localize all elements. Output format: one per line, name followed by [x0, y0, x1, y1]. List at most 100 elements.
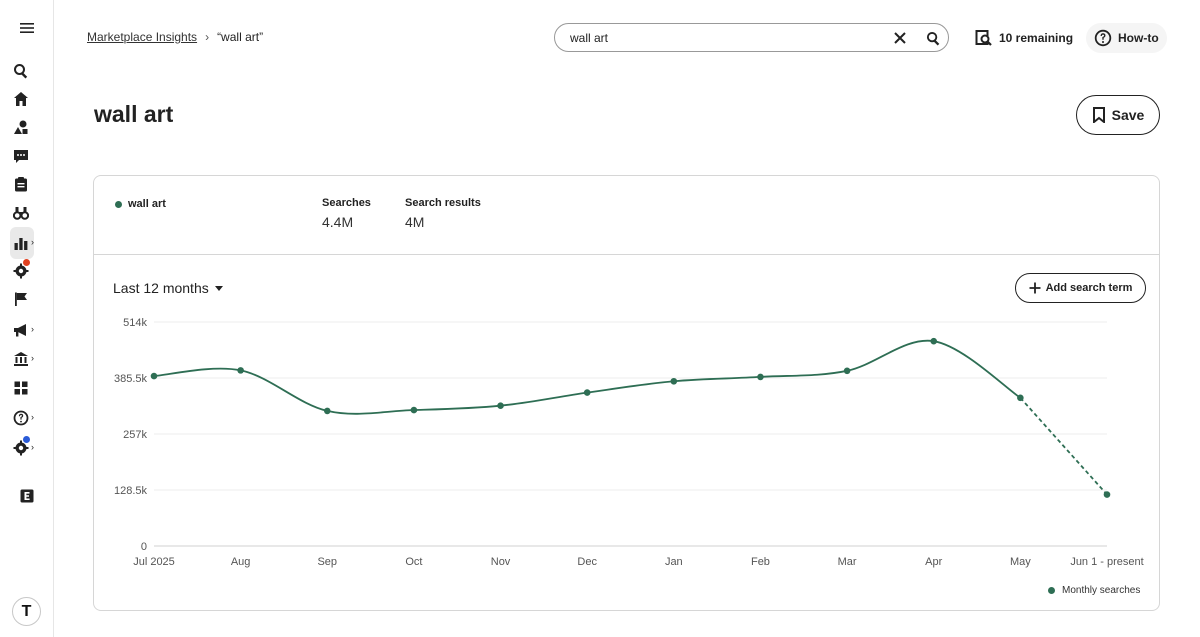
x-tick-label: Aug [231, 556, 251, 568]
save-label: Save [1111, 107, 1145, 123]
x-tick-label: Jan [665, 556, 683, 568]
data-point [237, 367, 244, 374]
data-point [150, 372, 158, 380]
sidebar-item-settings[interactable]: › [0, 435, 54, 461]
data-point [583, 389, 591, 396]
shapes-icon [14, 120, 28, 134]
data-point [410, 406, 418, 414]
searches-label: Searches [322, 197, 371, 209]
sidebar-item-listings[interactable] [0, 114, 54, 140]
chart-legend: Monthly searches [1048, 585, 1140, 596]
summary-row: wall art Searches 4.4M Search results 4M [94, 176, 1159, 255]
sidebar-item-stats[interactable]: › [0, 227, 54, 259]
add-search-term-label: Add search term [1045, 282, 1133, 294]
series-line-projected [1019, 397, 1108, 496]
sidebar-item-search[interactable] [0, 58, 54, 84]
menu-button[interactable] [0, 15, 54, 41]
page-title: wall art [94, 101, 174, 127]
x-tick-label: Feb [751, 556, 770, 568]
searches-stat: Searches 4.4M [322, 197, 371, 230]
sidebar-item-etsy[interactable] [0, 483, 54, 509]
x-tick-label: Jul 2025 [133, 556, 175, 568]
caret-down-icon [214, 285, 223, 291]
sidebar-item-help[interactable]: › [0, 405, 54, 431]
x-tick-label: May [1010, 556, 1031, 568]
data-point [757, 373, 764, 381]
sidebar-item-insights[interactable] [0, 200, 54, 226]
message-icon [14, 150, 28, 163]
menu-icon [20, 23, 34, 33]
remaining-label: 10 remaining [999, 31, 1074, 45]
data-point [1017, 394, 1024, 402]
y-tick-label: 257k [123, 429, 147, 441]
avatar[interactable]: T [12, 597, 41, 626]
date-range-label: Last 12 months [113, 280, 209, 296]
searches-line-chart: 0 128.5k 257k 385.5k 514k Jul 2025 Aug Sep Oct No… [114, 317, 1144, 568]
flag-icon [15, 292, 27, 306]
data-point [930, 337, 938, 345]
etsy-icon [20, 489, 34, 503]
sidebar-item-integrations[interactable] [0, 258, 54, 284]
sidebar-item-orders[interactable] [0, 171, 54, 197]
y-tick-label: 385.5k [114, 373, 148, 385]
data-point [323, 407, 331, 415]
close-icon [894, 32, 906, 44]
y-tick-label: 0 [141, 541, 147, 553]
search-input[interactable] [570, 30, 870, 45]
avatar-letter: T [21, 602, 32, 620]
search-icon [14, 64, 28, 79]
x-tick-label: Dec [577, 556, 597, 568]
how-to-button[interactable]: How-to [1086, 23, 1167, 53]
series-dot [115, 200, 122, 208]
megaphone-icon [14, 324, 26, 337]
x-tick-label: Mar [838, 556, 857, 568]
search-term-label: wall art [128, 198, 166, 210]
date-range-dropdown[interactable]: Last 12 months [113, 280, 223, 296]
y-tick-label: 514k [123, 317, 147, 329]
x-tick-label: Nov [491, 556, 511, 568]
binoculars-icon [13, 207, 29, 220]
sidebar-item-messages[interactable] [0, 143, 54, 169]
sidebar-item-apps[interactable] [0, 375, 54, 401]
data-point [843, 367, 851, 375]
grid-icon [14, 381, 28, 395]
results-label: Search results [405, 197, 481, 209]
search-term-legend: wall art [115, 198, 166, 210]
x-tick-label: Jun 1 - present [1070, 556, 1143, 568]
x-tick-label: Oct [405, 556, 422, 568]
save-button[interactable]: Save [1076, 95, 1160, 135]
results-value: 4M [405, 214, 425, 230]
x-tick-label: Sep [317, 556, 337, 568]
gear-icon [13, 263, 29, 279]
bar-chart-icon [14, 238, 28, 250]
notification-badge [23, 436, 30, 443]
sidebar-item-marketing-flag[interactable] [0, 286, 54, 312]
legend-dot [1048, 587, 1055, 594]
data-point [1103, 491, 1111, 498]
clear-search-button[interactable] [891, 29, 909, 47]
x-tick-label: Apr [925, 556, 942, 568]
breadcrumb-parent-link[interactable]: Marketplace Insights [87, 30, 198, 44]
legend-label: Monthly searches [1062, 585, 1141, 596]
search-bar [554, 23, 949, 52]
sidebar-item-finances[interactable]: › [0, 346, 54, 372]
home-icon [14, 92, 28, 106]
search-quota-icon [975, 30, 992, 46]
search-submit-button[interactable] [924, 29, 942, 47]
help-icon [13, 410, 29, 426]
clipboard-icon [15, 177, 27, 192]
searches-remaining[interactable]: 10 remaining [975, 27, 1073, 49]
add-search-term-button[interactable]: Add search term [1015, 273, 1146, 303]
sidebar-item-home[interactable] [0, 86, 54, 112]
data-point [670, 377, 678, 385]
chevron-right-icon: › [31, 442, 34, 452]
chevron-right-icon: › [31, 237, 34, 247]
search-icon [926, 31, 939, 46]
gear-icon [13, 440, 29, 456]
y-tick-label: 128.5k [114, 485, 148, 497]
data-point [497, 402, 504, 409]
bookmark-icon [1092, 107, 1105, 123]
searches-value: 4.4M [322, 214, 354, 230]
breadcrumb-separator: › [205, 30, 210, 44]
sidebar-item-marketing[interactable]: › [0, 317, 54, 343]
